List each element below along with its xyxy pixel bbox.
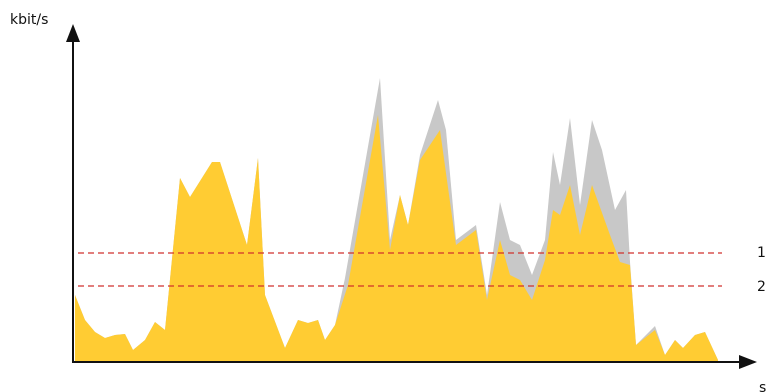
limit-label: 2: [757, 279, 766, 295]
x-axis-label: s: [759, 380, 766, 392]
limit-label: 1: [757, 245, 766, 261]
x-axis-arrow: [739, 355, 757, 369]
y-axis-label: kbit/s: [10, 12, 48, 28]
y-axis-arrow: [66, 24, 80, 42]
yellow-area: [75, 115, 718, 362]
